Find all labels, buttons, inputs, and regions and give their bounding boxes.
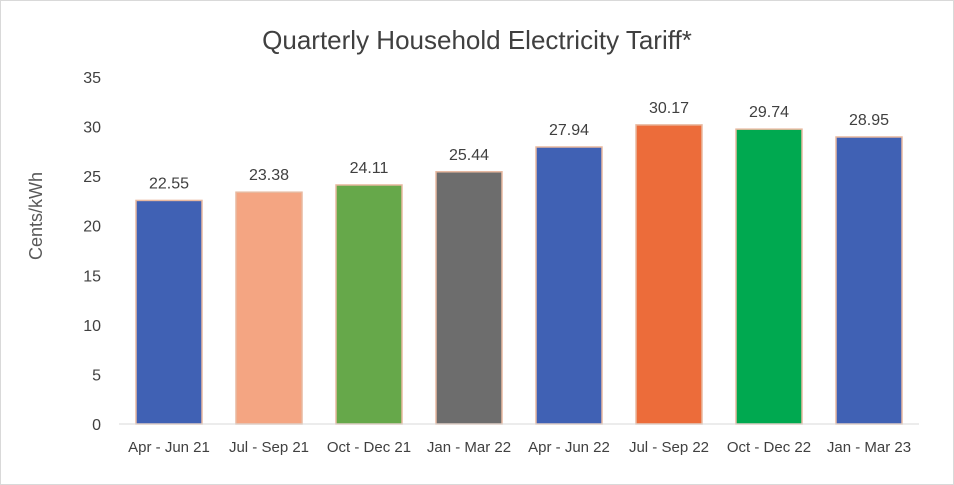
data-label: 28.95	[849, 112, 889, 129]
x-category-label: Jul - Sep 22	[629, 439, 709, 456]
data-labels: 22.55 23.38 24.11 25.44 27.94 30.17 29.74 28.95	[149, 100, 889, 193]
bar	[435, 171, 503, 425]
x-axis-categories: Apr - Jun 21 Jul - Sep 21 Oct - Dec 21 Jan …	[128, 439, 911, 456]
x-category-label: Oct - Dec 22	[727, 439, 811, 456]
y-tick-label: 20	[83, 219, 101, 236]
y-tick-label: 30	[83, 120, 101, 137]
data-label: 27.94	[549, 122, 589, 139]
bar	[235, 191, 303, 425]
chart-title: Quarterly Household Electricity Tariff*	[262, 25, 692, 55]
bar	[835, 136, 903, 425]
bar	[535, 146, 603, 425]
bar	[635, 124, 703, 425]
data-label: 23.38	[249, 167, 289, 184]
x-category-label: Jan - Mar 23	[827, 439, 911, 456]
x-category-label: Jan - Mar 22	[427, 439, 511, 456]
y-tick-label: 35	[83, 70, 101, 87]
bars	[135, 124, 903, 425]
bar	[335, 184, 403, 425]
x-category-label: Jul - Sep 21	[229, 439, 309, 456]
y-tick-label: 25	[83, 169, 101, 186]
x-category-label: Apr - Jun 22	[528, 439, 610, 456]
data-label: 24.11	[350, 160, 389, 177]
data-label: 29.74	[749, 104, 789, 121]
bar	[735, 128, 803, 425]
y-tick-label: 0	[92, 417, 101, 434]
x-category-label: Apr - Jun 21	[128, 439, 210, 456]
y-axis-ticks: 0 5 10 15 20 25 30 35	[83, 70, 101, 434]
data-label: 22.55	[149, 175, 189, 192]
y-tick-label: 5	[92, 367, 101, 384]
x-category-label: Oct - Dec 21	[327, 439, 411, 456]
data-label: 30.17	[649, 100, 689, 117]
y-axis-label: Cents/kWh	[26, 172, 46, 260]
y-tick-label: 15	[83, 268, 101, 285]
data-label: 25.44	[449, 147, 489, 164]
bar	[135, 199, 203, 425]
y-tick-label: 10	[83, 318, 101, 335]
